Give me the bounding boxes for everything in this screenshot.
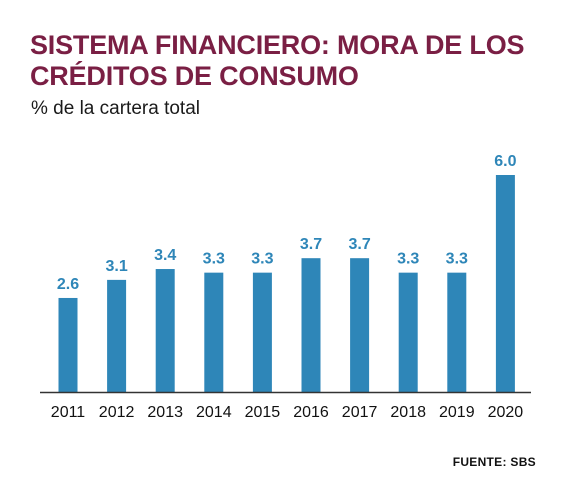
- source-note: FUENTE: SBS: [452, 455, 536, 469]
- data-label-2019: 3.3: [446, 251, 468, 268]
- x-tick-label-2015: 2015: [245, 404, 281, 421]
- chart-title: SISTEMA FINANCIERO: MORA DE LOS CRÉDITOS…: [30, 30, 525, 91]
- bar-2019: [447, 272, 467, 392]
- bar-2016: [301, 258, 321, 392]
- data-label-2020: 6.0: [494, 153, 516, 170]
- data-label-2018: 3.3: [397, 251, 419, 268]
- x-tick-label-2020: 2020: [488, 404, 524, 421]
- x-tick-label-2011: 2011: [51, 404, 86, 421]
- bar-2015: [252, 272, 272, 392]
- data-label-2011: 2.6: [57, 276, 79, 293]
- x-tick-label-2019: 2019: [439, 404, 475, 421]
- bar-2017: [350, 258, 370, 392]
- bar-2018: [398, 272, 418, 392]
- data-label-2014: 3.3: [203, 251, 225, 268]
- x-tick-label-2013: 2013: [147, 404, 183, 421]
- bar-2014: [204, 272, 224, 392]
- bar-2020: [495, 175, 515, 392]
- data-label-2012: 3.1: [105, 258, 127, 275]
- x-tick-label-2014: 2014: [196, 404, 232, 421]
- x-tick-label-2012: 2012: [99, 404, 135, 421]
- data-label-2017: 3.7: [348, 236, 370, 253]
- data-label-2013: 3.4: [154, 247, 176, 264]
- bar-2011: [58, 297, 78, 392]
- x-tick-label-2018: 2018: [390, 404, 426, 421]
- chart-subtitle: % de la cartera total: [31, 98, 200, 119]
- data-label-2016: 3.7: [300, 236, 322, 253]
- x-tick-label-2017: 2017: [342, 404, 378, 421]
- bar-2012: [107, 279, 127, 392]
- data-label-2015: 3.3: [251, 251, 273, 268]
- bar-2013: [155, 269, 175, 392]
- x-tick-label-2016: 2016: [293, 404, 329, 421]
